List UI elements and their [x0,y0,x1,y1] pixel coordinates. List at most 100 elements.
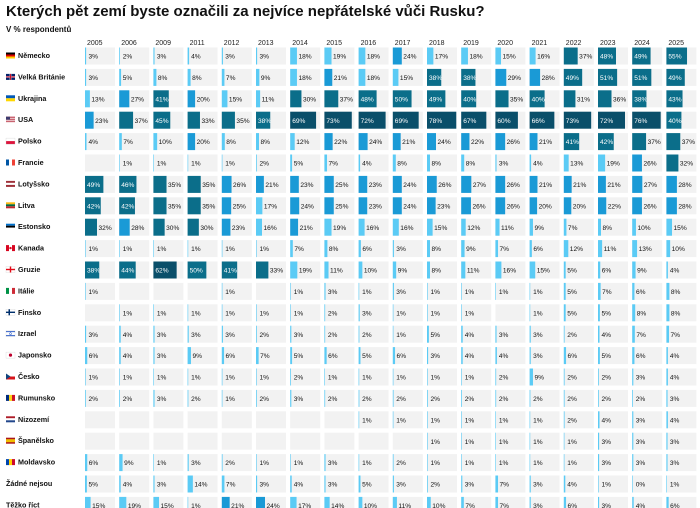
cell-background [153,368,184,386]
value-label: 7% [500,246,510,253]
cell-background [461,218,492,236]
value-bar [119,90,130,108]
cell-background [290,432,321,450]
value-bar [563,68,583,86]
cell-background [290,47,321,65]
value-label: 25% [335,203,348,210]
cell-background [632,496,663,508]
value-bar [153,154,154,172]
value-label: 44% [121,268,134,275]
value-label: 16% [400,225,413,232]
value-bar [495,411,496,429]
value-bar [358,475,361,493]
value-label: 19% [128,503,141,508]
value-label: 48% [361,96,374,103]
value-label: 15% [400,75,413,82]
cell-background [495,347,526,365]
value-bar [153,197,167,215]
value-label: 24% [301,203,314,210]
value-label: 3% [396,482,406,489]
value-label: 1% [533,417,543,424]
value-bar [666,411,668,429]
value-label: 4% [670,268,680,275]
value-bar [632,432,634,450]
value-bar [427,175,437,193]
flag-ro-icon [6,394,15,401]
value-bar [529,432,531,450]
cell-background [563,347,594,365]
value-label: 20% [197,139,210,146]
value-label: 18% [298,54,311,61]
value-label: 1% [123,161,133,168]
value-bar [563,475,566,493]
cell-background [85,154,115,172]
cell-background [290,496,321,508]
value-label: 26% [643,203,656,210]
value-label: 21% [402,139,415,146]
value-label: 13% [639,246,652,253]
value-label: 8% [261,139,271,146]
value-bar [221,282,223,300]
value-label: 3% [636,417,646,424]
value-bar [392,47,402,65]
cell-background [119,154,150,172]
cell-background [358,368,389,386]
value-bar [256,368,257,386]
value-label: 1% [157,460,167,467]
value-label: 3% [225,332,235,339]
value-label: 49% [668,75,681,82]
value-label: 8% [671,289,681,296]
cell-background [427,389,457,407]
value-label: 8% [637,310,647,317]
value-label: 1% [89,375,99,382]
cell-background [392,240,423,258]
value-label: 21% [300,225,313,232]
cell-background [153,496,184,508]
value-bar [221,47,223,65]
value-label: 1% [533,460,543,467]
row-label: Kanada [18,244,45,253]
value-bar [666,347,668,365]
value-bar [153,90,169,108]
value-bar [392,240,394,258]
value-bar [119,154,120,172]
value-label: 9% [534,225,544,232]
cell-background [256,47,286,65]
value-label: 2% [533,396,543,403]
cell-background [461,368,492,386]
cell-background [358,475,389,493]
value-bar [666,261,668,279]
row-label: Těžko říct [6,500,40,508]
value-bar [153,218,165,236]
value-bar [598,304,600,322]
value-label: 49% [566,75,579,82]
value-bar [427,475,428,493]
value-label: 2% [260,396,270,403]
value-label: 1% [89,246,99,253]
value-bar [632,68,652,86]
row-label: Ukrajina [18,94,47,103]
cell-background [563,325,594,343]
value-label: 1% [499,460,509,467]
cell-background [153,325,184,343]
value-label: 24% [438,139,451,146]
value-bar [358,197,368,215]
value-label: 8% [432,161,442,168]
value-bar [358,47,366,65]
flag-jp-icon [5,351,16,359]
cell-background [666,304,697,322]
value-label: 3% [602,460,612,467]
cell-background [324,47,355,65]
value-bar [529,154,532,172]
cell-background [358,282,389,300]
value-label: 60% [497,118,510,125]
value-bar [427,133,436,151]
value-label: 16% [366,225,379,232]
value-bar [427,261,430,279]
value-label: 2% [89,396,99,403]
value-label: 35% [168,203,181,210]
cell-background [187,304,218,322]
value-label: 41% [155,96,168,103]
value-label: 9% [192,353,202,360]
value-bar [392,218,399,236]
